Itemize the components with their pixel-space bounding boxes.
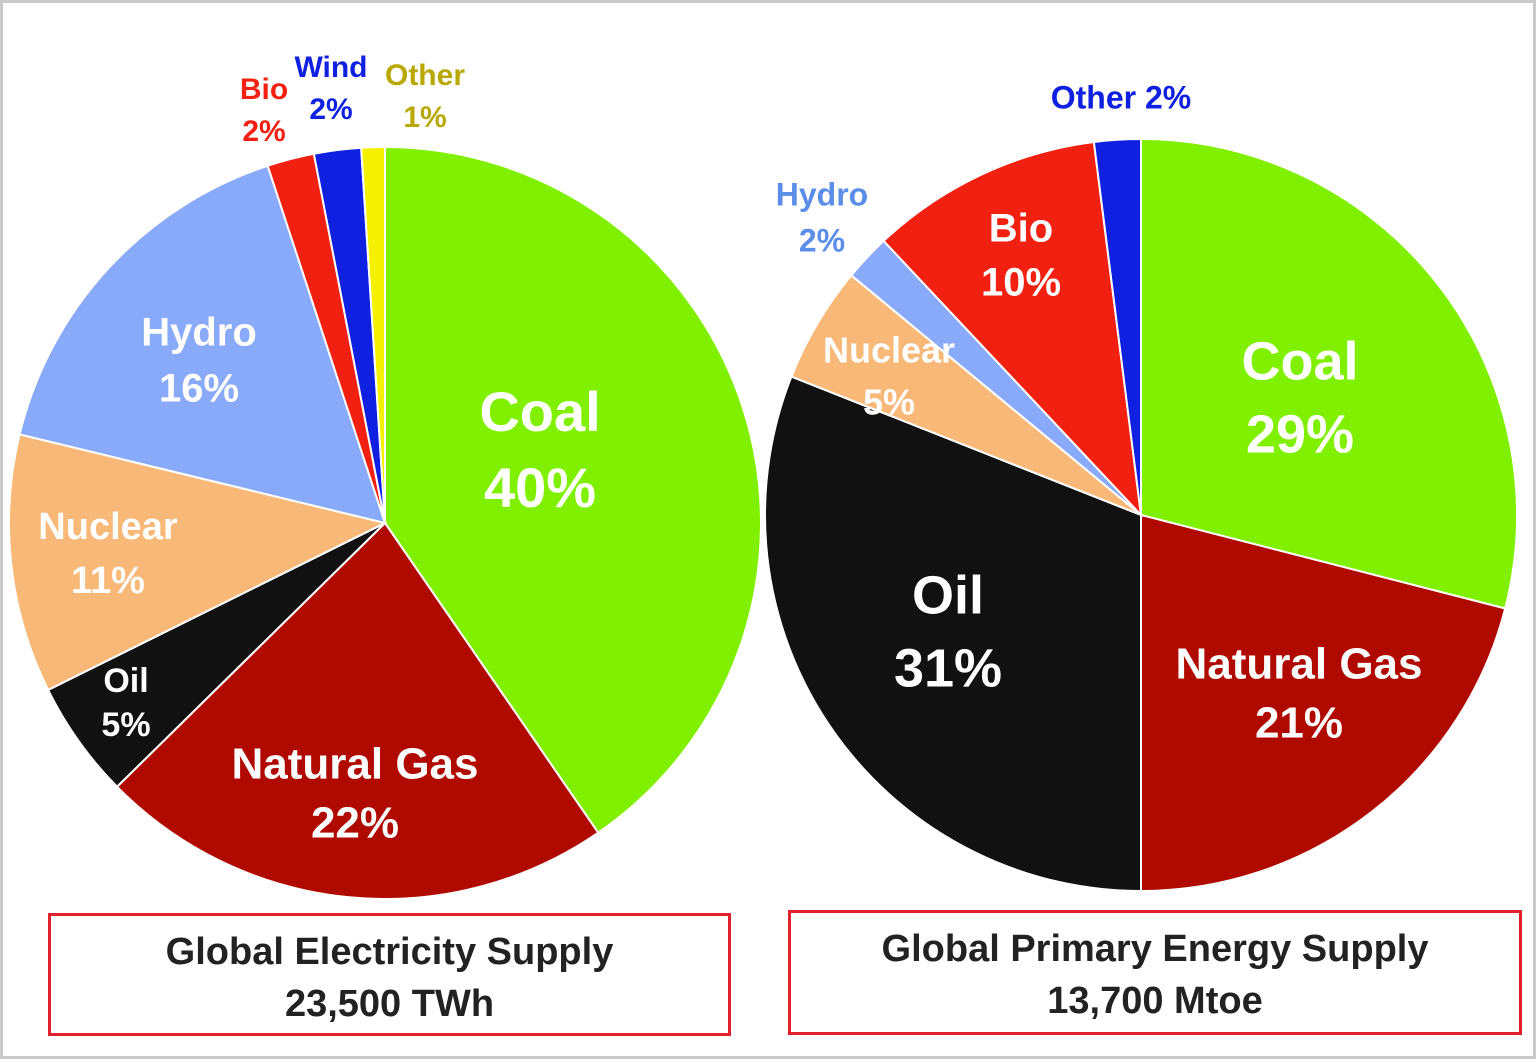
slice-natural-gas: [115, 521, 600, 900]
slice-oil: [764, 375, 1142, 893]
slice-coal: [384, 145, 762, 835]
slice-natural-gas: [1140, 513, 1507, 893]
label-hydro-name: Hydro: [141, 311, 257, 355]
slice-nuclear: [8, 433, 388, 692]
slice-bio: [882, 140, 1143, 518]
label-bio-value: 10%: [981, 261, 1061, 305]
slice-other: [360, 145, 386, 524]
label-hydro-value: 2%: [799, 222, 845, 258]
label-natural-gas-name: Natural Gas: [1176, 640, 1423, 689]
caption-electricity-title: Global Electricity Supply: [165, 931, 614, 973]
label-oil-name: Oil: [103, 662, 148, 700]
label-oil-name: Oil: [912, 565, 984, 625]
label-natural-gas-value: 22%: [311, 799, 399, 848]
label-natural-gas-value: 21%: [1255, 699, 1343, 748]
label-bio-name: Bio: [989, 207, 1053, 251]
label-nuclear-value: 11%: [71, 560, 145, 602]
label-wind-name: Wind: [294, 51, 367, 84]
label-hydro-name: Hydro: [776, 176, 868, 212]
caption-electricity: Global Electricity Supply 23,500 TWh: [48, 913, 731, 1036]
slice-other: [1092, 137, 1142, 516]
pie-electricity: Coal 40% Natural Gas 22% Oil 5% Nuclear 11% Hydr…: [8, 51, 762, 900]
pie-charts: Coal 40% Natural Gas 22% Oil 5% Nuclear 11% Hydr…: [8, 51, 1519, 900]
label-nuclear-value: 5%: [863, 382, 915, 423]
label-nuclear-name: Nuclear: [823, 330, 955, 371]
label-oil-value: 5%: [101, 706, 150, 744]
label-nuclear-name: Nuclear: [38, 506, 178, 548]
label-coal-value: 40%: [484, 456, 596, 519]
label-coal-value: 29%: [1246, 404, 1354, 464]
label-wind-value: 2%: [309, 93, 352, 126]
label-bio-name: Bio: [240, 73, 288, 106]
label-other-value: 1%: [403, 101, 446, 134]
label-bio-value: 2%: [242, 115, 285, 148]
label-coal-name: Coal: [479, 380, 600, 443]
caption-primary-energy: Global Primary Energy Supply 13,700 Mtoe: [788, 910, 1522, 1035]
slice-hydro: [18, 164, 387, 525]
caption-primary-energy-subtitle: 13,700 Mtoe: [1047, 980, 1263, 1022]
label-hydro-value: 16%: [159, 367, 239, 411]
caption-electricity-subtitle: 23,500 TWh: [284, 983, 495, 1025]
slice-coal: [1140, 137, 1519, 610]
label-other: Other 2%: [1051, 79, 1191, 115]
label-natural-gas-name: Natural Gas: [232, 740, 479, 789]
label-oil-value: 31%: [894, 638, 1002, 698]
pie-primary-energy: Coal 29% Natural Gas 21% Oil 31% Nuclear 5% Hydr…: [764, 79, 1519, 893]
label-other-name: Other: [385, 59, 465, 92]
label-coal-name: Coal: [1241, 331, 1358, 391]
caption-primary-energy-title: Global Primary Energy Supply: [881, 928, 1429, 970]
